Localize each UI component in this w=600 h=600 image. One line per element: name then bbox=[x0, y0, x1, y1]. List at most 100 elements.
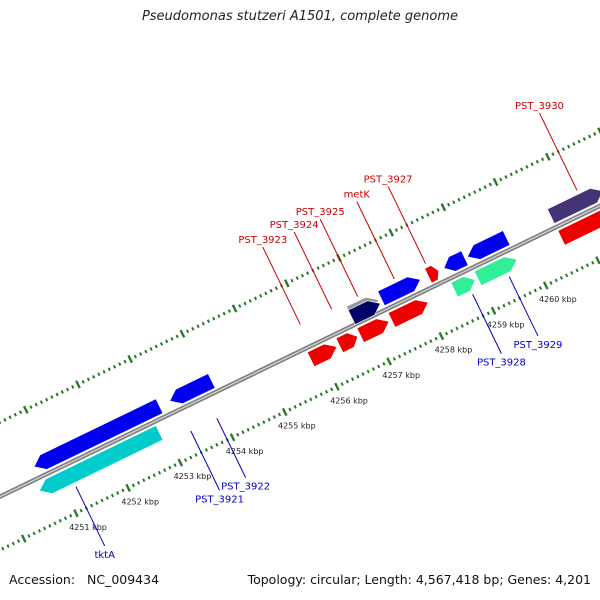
accession-label: Accession: bbox=[9, 572, 76, 587]
outer-tick-row-tick bbox=[86, 377, 91, 382]
inner-tick-row-tick bbox=[69, 513, 73, 518]
outer-tick-row-tick bbox=[175, 334, 179, 339]
feature-f16 bbox=[557, 209, 600, 246]
label-leader bbox=[262, 246, 301, 325]
inner-tick-row-tick bbox=[429, 339, 433, 344]
feature-f3 bbox=[38, 425, 164, 494]
outer-tick-row-tick bbox=[394, 228, 398, 232]
inner-tick-row-tick bbox=[267, 417, 271, 422]
inner-tick-row-tick bbox=[507, 301, 511, 306]
outer-tick-row-tick bbox=[217, 314, 221, 318]
outer-tick-row-tick bbox=[118, 362, 122, 367]
feature-f1 bbox=[33, 398, 164, 470]
outer-tick-row-tick bbox=[196, 324, 200, 329]
inner-tick-row-tick bbox=[570, 270, 574, 275]
feature-f17 bbox=[546, 188, 600, 224]
gene-label: PST_3928 bbox=[477, 358, 526, 369]
inner-tick-row-tick bbox=[559, 276, 563, 280]
outer-tick-row-tick bbox=[379, 235, 383, 240]
feature-f15 bbox=[473, 256, 518, 287]
outer-tick-row-tick bbox=[561, 147, 566, 151]
inner-tick-row-tick bbox=[194, 453, 198, 457]
inner-tick-row-tick bbox=[533, 288, 537, 293]
outer-tick-row-tick bbox=[509, 172, 513, 177]
feature-f2 bbox=[169, 373, 216, 405]
inner-tick-row-tick bbox=[210, 445, 214, 450]
outer-tick-row-tick bbox=[154, 344, 158, 349]
inner-tick-row-tick bbox=[502, 303, 506, 308]
genome-stats-footer: Topology: circular; Length: 4,567,418 bp… bbox=[247, 572, 591, 587]
outer-tick-row-tick bbox=[363, 243, 367, 248]
outer-tick-row-tick bbox=[206, 319, 211, 324]
outer-tick-row-tick bbox=[544, 152, 551, 161]
inner-tick-row-tick bbox=[371, 367, 376, 371]
inner-tick-row-tick bbox=[32, 531, 36, 536]
outer-tick-row-tick bbox=[551, 152, 555, 157]
inner-tick-row-tick bbox=[298, 402, 302, 407]
inner-tick-row-tick bbox=[236, 432, 240, 437]
inner-tick-row-tick bbox=[455, 326, 459, 331]
accession-footer: Accession: NC_009434 bbox=[9, 572, 159, 587]
outer-tick-row-tick bbox=[13, 412, 17, 417]
inner-tick-row-tick bbox=[554, 278, 558, 283]
inner-tick-row-tick bbox=[105, 496, 109, 500]
inner-tick-row-tick bbox=[476, 316, 480, 321]
tick-label: 4257 kbp bbox=[382, 371, 420, 380]
inner-tick-row-tick bbox=[163, 468, 167, 473]
outer-tick-row-tick bbox=[227, 309, 231, 313]
inner-tick-row-tick bbox=[262, 420, 266, 424]
genes-label: Genes: bbox=[507, 572, 552, 587]
feature-f13 bbox=[466, 230, 511, 260]
inner-tick-row-tick bbox=[157, 470, 162, 475]
inner-tick-row-tick bbox=[366, 369, 370, 374]
inner-tick-row-tick bbox=[131, 483, 135, 488]
inner-tick-row-tick bbox=[471, 319, 475, 323]
inner-tick-row-tick bbox=[382, 362, 386, 366]
outer-tick-row-tick bbox=[326, 261, 331, 265]
inner-tick-row-tick bbox=[220, 440, 224, 445]
inner-tick-row-tick bbox=[6, 544, 10, 548]
feature-f12 bbox=[443, 250, 469, 272]
tick-label: 4253 kbp bbox=[174, 472, 212, 481]
inner-tick-row-tick bbox=[189, 455, 193, 460]
label-leader bbox=[508, 276, 539, 337]
outer-tick-row-tick bbox=[139, 352, 143, 356]
outer-tick-row-tick bbox=[39, 400, 44, 404]
feature-f9 bbox=[347, 300, 381, 325]
outer-tick-row-tick bbox=[332, 258, 336, 263]
inner-tick-row-tick bbox=[549, 281, 553, 285]
inner-tick-row-tick bbox=[20, 534, 27, 543]
map-title: Pseudomonas stutzeri A1501, complete gen… bbox=[141, 9, 459, 24]
label-leader bbox=[319, 218, 359, 297]
outer-tick-row-tick bbox=[201, 321, 205, 326]
inner-tick-row-tick bbox=[523, 293, 527, 298]
outer-tick-row-tick bbox=[123, 359, 127, 364]
inner-tick-row-tick bbox=[595, 256, 600, 265]
outer-tick-row-tick bbox=[520, 167, 524, 172]
inner-tick-row-tick bbox=[330, 387, 334, 392]
inner-tick-row-tick bbox=[309, 397, 313, 402]
inner-tick-row-tick bbox=[89, 503, 94, 508]
outer-tick-row-tick bbox=[525, 164, 529, 169]
inner-tick-row-tick bbox=[575, 268, 579, 273]
outer-tick-row-tick bbox=[420, 215, 425, 220]
topology-label: Topology: bbox=[247, 572, 307, 587]
gene-label: PST_3925 bbox=[296, 207, 345, 218]
outer-tick-row-tick bbox=[179, 329, 186, 338]
outer-tick-row-tick bbox=[97, 372, 101, 377]
label-leader bbox=[356, 201, 395, 280]
outer-tick-row-tick bbox=[431, 210, 435, 215]
outer-tick-row-tick bbox=[342, 253, 346, 258]
inner-tick-row-tick bbox=[585, 263, 590, 268]
inner-tick-row-tick bbox=[293, 405, 297, 409]
inner-tick-row-tick bbox=[142, 478, 146, 483]
inner-tick-row-tick bbox=[490, 306, 497, 315]
outer-tick-row-tick bbox=[133, 354, 137, 359]
outer-tick-row-tick bbox=[462, 195, 466, 200]
inner-tick-row-tick bbox=[386, 357, 392, 366]
outer-tick-row-tick bbox=[457, 197, 461, 202]
inner-tick-row-tick bbox=[95, 501, 99, 505]
outer-tick-row-tick bbox=[144, 349, 148, 354]
